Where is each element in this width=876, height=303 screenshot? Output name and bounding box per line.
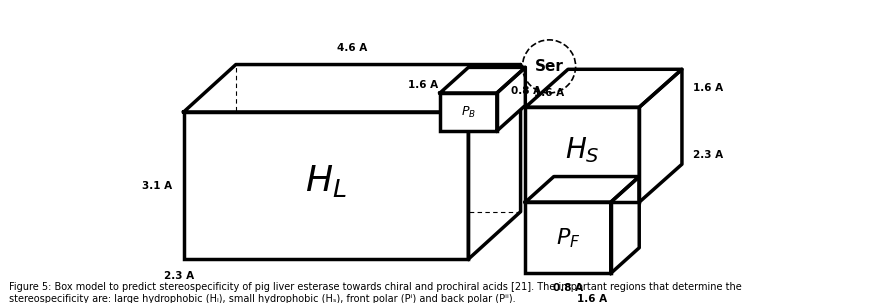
Text: 3.1 A: 3.1 A xyxy=(142,181,172,191)
Text: 1.6 A: 1.6 A xyxy=(534,88,564,98)
Text: 1.6 A: 1.6 A xyxy=(407,80,438,90)
Polygon shape xyxy=(184,65,520,112)
Polygon shape xyxy=(469,65,520,259)
Text: $H_S$: $H_S$ xyxy=(565,135,599,165)
Text: 0.8 A: 0.8 A xyxy=(553,283,583,293)
Text: 2.3 A: 2.3 A xyxy=(164,271,194,281)
Bar xyxy=(526,202,611,273)
Bar xyxy=(184,112,469,259)
Polygon shape xyxy=(611,177,639,273)
Text: Figure 5: Box model to predict stereospecificity of pig liver esterase towards c: Figure 5: Box model to predict stereospe… xyxy=(9,282,741,292)
Text: 1.6 A: 1.6 A xyxy=(693,83,724,93)
Polygon shape xyxy=(639,69,682,202)
Text: 0.8 A: 0.8 A xyxy=(511,86,541,96)
Polygon shape xyxy=(526,69,682,107)
Text: 1.6 A: 1.6 A xyxy=(576,294,607,303)
Text: Ser: Ser xyxy=(534,59,563,74)
Text: 4.6 A: 4.6 A xyxy=(337,43,367,53)
Bar xyxy=(526,107,639,202)
Text: $H_L$: $H_L$ xyxy=(305,163,347,199)
Polygon shape xyxy=(440,67,526,93)
Text: $P_B$: $P_B$ xyxy=(461,105,476,120)
Text: 2.3 A: 2.3 A xyxy=(693,150,724,160)
Polygon shape xyxy=(497,67,526,131)
Bar xyxy=(440,93,497,131)
Polygon shape xyxy=(526,177,639,202)
Text: stereospecificity are: large hydrophobic (Hₗ), small hydrophobic (Hₛ), front pol: stereospecificity are: large hydrophobic… xyxy=(9,294,515,303)
Text: $P_F$: $P_F$ xyxy=(555,226,580,250)
